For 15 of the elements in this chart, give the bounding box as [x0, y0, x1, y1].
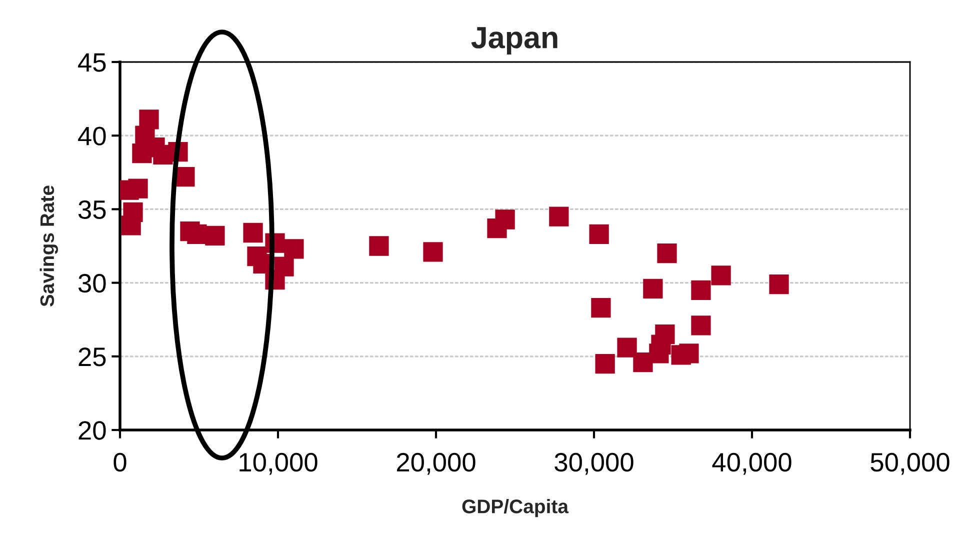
- y-tick-label: 30: [78, 274, 106, 293]
- x-tick-label: 40,000: [712, 452, 792, 475]
- x-tick-label: 30,000: [554, 452, 634, 475]
- x-tick-label: 50,000: [870, 452, 950, 475]
- y-tick-label: 35: [78, 200, 106, 220]
- chart-title: Japan: [471, 27, 558, 54]
- y-tick-label: 20: [78, 421, 106, 440]
- y-axis-title: Savings Rate: [40, 186, 58, 306]
- x-tick-label: 10,000: [240, 452, 318, 475]
- x-axis-title: GDP/Capita: [462, 499, 569, 518]
- y-tick-label: 45: [78, 53, 106, 72]
- y-tick-label: 40: [78, 126, 106, 146]
- x-tick-label: 20,000: [396, 452, 476, 475]
- y-tick-label: 25: [78, 348, 106, 366]
- x-tick-label: 0: [114, 452, 126, 472]
